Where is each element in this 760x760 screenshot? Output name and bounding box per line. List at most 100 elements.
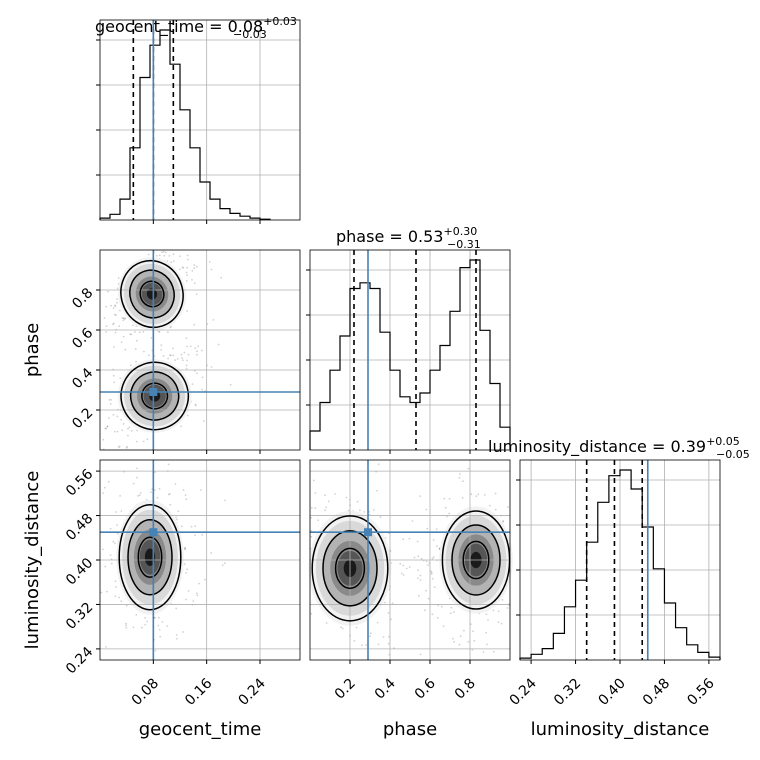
point-phase-luminosity-distance-1-87 bbox=[507, 506, 509, 508]
point-geocent-time-luminosity-distance-0-108 bbox=[109, 527, 112, 530]
point-geocent-time-phase-1-83 bbox=[117, 446, 120, 449]
point-phase-luminosity-distance-0-153 bbox=[372, 509, 375, 511]
point-geocent-time-phase-0-116 bbox=[124, 348, 127, 351]
point-geocent-time-luminosity-distance-0-241 bbox=[125, 624, 127, 627]
contour-geocent-time-phase-1-0 bbox=[120, 361, 190, 431]
point-geocent-time-luminosity-distance-0-215 bbox=[132, 482, 135, 485]
point-geocent-time-luminosity-distance-0-107 bbox=[204, 578, 206, 581]
contour-geocent-time-phase-0-1 bbox=[129, 269, 175, 319]
point-phase-luminosity-distance-1-123 bbox=[461, 496, 464, 499]
point-geocent-time-luminosity-distance-0-24 bbox=[159, 635, 162, 638]
point-geocent-time-phase-1-165 bbox=[183, 351, 186, 354]
point-geocent-time-luminosity-distance-0-119 bbox=[221, 564, 224, 567]
point-phase-luminosity-distance-1-230 bbox=[467, 467, 470, 470]
point-geocent-time-phase-0-45 bbox=[147, 253, 150, 256]
point-phase-luminosity-distance-1-79 bbox=[494, 492, 497, 495]
point-geocent-time-phase-0-23 bbox=[105, 305, 107, 308]
point-phase-luminosity-distance-0-105 bbox=[402, 574, 405, 576]
title-phase-minus: −0.31 bbox=[447, 238, 481, 251]
point-geocent-time-phase-1-157 bbox=[191, 383, 194, 385]
point-geocent-time-phase-1-89 bbox=[217, 343, 220, 346]
point-geocent-time-luminosity-distance-0-213 bbox=[137, 495, 140, 497]
point-phase-luminosity-distance-1-49 bbox=[506, 607, 509, 609]
point-geocent-time-phase-1-203 bbox=[127, 427, 129, 430]
point-geocent-time-phase-0-209 bbox=[186, 254, 189, 257]
point-geocent-time-phase-0-179 bbox=[112, 413, 115, 416]
point-geocent-time-luminosity-distance-0-153 bbox=[200, 489, 202, 491]
point-phase-luminosity-distance-1-30 bbox=[448, 497, 451, 500]
contour-geocent-time-phase-1-1 bbox=[129, 371, 180, 421]
point-geocent-time-phase-0-122 bbox=[115, 314, 117, 317]
point-geocent-time-luminosity-distance-0-0 bbox=[106, 590, 108, 593]
point-geocent-time-phase-1-117 bbox=[172, 347, 175, 350]
point-geocent-time-phase-0-173 bbox=[122, 316, 125, 319]
point-phase-luminosity-distance-1-124 bbox=[419, 579, 422, 581]
point-phase-luminosity-distance-1-140 bbox=[459, 473, 461, 475]
point-geocent-time-luminosity-distance-0-48 bbox=[182, 631, 185, 633]
point-geocent-time-phase-1-211 bbox=[135, 360, 138, 363]
point-phase-luminosity-distance-0-183 bbox=[377, 643, 380, 646]
panel-geocent-time-phase-frame bbox=[99, 249, 301, 451]
point-geocent-time-phase-1-113 bbox=[186, 345, 189, 348]
point-geocent-time-luminosity-distance-0-126 bbox=[144, 616, 147, 619]
point-geocent-time-phase-0-38 bbox=[134, 331, 136, 333]
point-geocent-time-phase-0-257 bbox=[142, 331, 145, 333]
point-phase-luminosity-distance-0-194 bbox=[314, 507, 317, 510]
point-geocent-time-phase-1-92 bbox=[194, 403, 197, 406]
point-phase-luminosity-distance-1-161 bbox=[438, 548, 441, 550]
point-geocent-time-luminosity-distance-0-60 bbox=[154, 471, 156, 474]
point-geocent-time-phase-0-53 bbox=[117, 277, 120, 279]
point-geocent-time-phase-1-239 bbox=[114, 430, 116, 433]
point-geocent-time-phase-1-20 bbox=[105, 427, 108, 430]
xlabel-luminosity-distance: luminosity_distance bbox=[531, 719, 710, 740]
point-phase-luminosity-distance-0-89 bbox=[416, 540, 419, 543]
ytick-label-luminosity-distance-3: 0.48 bbox=[63, 511, 96, 544]
point-geocent-time-phase-0-162 bbox=[158, 254, 161, 257]
point-geocent-time-phase-0-107 bbox=[173, 260, 175, 263]
point-geocent-time-phase-0-40 bbox=[166, 260, 169, 262]
point-geocent-time-phase-0-0 bbox=[220, 276, 223, 279]
point-geocent-time-luminosity-distance-0-31 bbox=[136, 467, 139, 470]
point-geocent-time-luminosity-distance-0-63 bbox=[169, 503, 172, 506]
point-geocent-time-phase-0-46 bbox=[168, 255, 171, 257]
point-geocent-time-phase-0-178 bbox=[136, 339, 138, 342]
point-geocent-time-luminosity-distance-0-226 bbox=[196, 594, 199, 597]
point-geocent-time-phase-0-36 bbox=[114, 331, 117, 334]
point-geocent-time-phase-1-183 bbox=[202, 420, 205, 422]
point-phase-luminosity-distance-0-136 bbox=[325, 622, 328, 624]
point-geocent-time-phase-1-170 bbox=[160, 349, 163, 351]
point-phase-luminosity-distance-0-71 bbox=[376, 621, 379, 624]
point-phase-luminosity-distance-0-79 bbox=[400, 572, 403, 575]
point-phase-luminosity-distance-0-43 bbox=[327, 500, 330, 503]
point-geocent-time-phase-0-238 bbox=[191, 279, 193, 281]
point-phase-luminosity-distance-1-252 bbox=[432, 539, 435, 541]
xlabel-phase: phase bbox=[383, 719, 437, 740]
point-phase-luminosity-distance-1-185 bbox=[430, 571, 433, 574]
xtick-label-luminosity-distance-0: 0.24 bbox=[507, 675, 540, 708]
point-phase-luminosity-distance-1-16 bbox=[458, 476, 461, 479]
ytick-label-luminosity-distance-0: 0.24 bbox=[63, 644, 96, 677]
point-geocent-time-phase-1-58 bbox=[116, 430, 119, 433]
point-geocent-time-phase-1-179 bbox=[193, 323, 196, 326]
panel-phase-luminosity-distance-frame bbox=[309, 459, 511, 661]
density-geocent-time-phase-0-5 bbox=[146, 288, 158, 300]
point-geocent-time-phase-1-144 bbox=[127, 434, 129, 437]
point-phase-luminosity-distance-1-224 bbox=[411, 520, 414, 522]
point-geocent-time-phase-1-229 bbox=[169, 354, 172, 357]
point-geocent-time-phase-0-176 bbox=[162, 250, 165, 253]
point-phase-luminosity-distance-0-112 bbox=[390, 618, 392, 621]
point-geocent-time-phase-1-222 bbox=[201, 376, 204, 379]
point-phase-luminosity-distance-0-117 bbox=[387, 612, 390, 614]
point-geocent-time-luminosity-distance-0-85 bbox=[185, 498, 188, 501]
point-geocent-time-phase-0-211 bbox=[155, 254, 158, 257]
point-phase-luminosity-distance-1-192 bbox=[453, 640, 455, 643]
contour-geocent-time-luminosity-distance-0-1 bbox=[127, 518, 173, 596]
point-phase-luminosity-distance-1-243 bbox=[501, 599, 504, 601]
point-geocent-time-phase-1-176 bbox=[118, 445, 121, 448]
point-phase-luminosity-distance-0-22 bbox=[417, 569, 419, 571]
ytick-label-phase-0: 0.2 bbox=[69, 405, 96, 432]
point-geocent-time-phase-1-147 bbox=[229, 383, 232, 386]
point-geocent-time-phase-0-141 bbox=[172, 253, 175, 256]
point-phase-luminosity-distance-1-111 bbox=[431, 577, 434, 580]
point-geocent-time-luminosity-distance-0-47 bbox=[190, 525, 193, 528]
